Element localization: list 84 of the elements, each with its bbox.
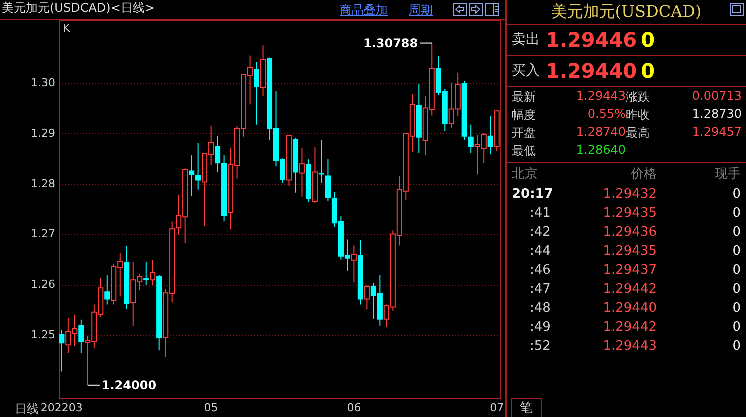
text: :42 [529,225,552,240]
text: 昨收 [626,107,651,124]
text: 1.29442 [602,320,657,335]
text: 1.29457 [691,125,742,141]
candlestick [254,62,260,126]
candlestick [364,284,370,310]
text: 开盘 [512,125,537,142]
text: 1.29436 [602,225,657,240]
text: 1.29437 [602,263,657,278]
annotation: 1.24000 [102,378,157,392]
text: 周期 [409,2,433,19]
candlestick [144,261,150,286]
text: 1.29443 [602,339,657,354]
y-tick-label: 1.28 [31,177,56,190]
text: 0 [732,320,741,335]
candlestick [150,260,156,286]
text: 最高 [626,125,651,142]
text: 0.00713 [691,89,742,105]
text: 现手 [714,166,741,183]
candlestick [325,158,331,202]
x-tick-label: 05 [204,402,218,414]
text: 20:17 [512,187,554,202]
text: 价格 [630,166,657,183]
text: :52 [529,339,552,354]
text: 日线 [15,402,39,416]
y-tick-label: 1.26 [31,278,56,292]
candlestick [468,124,474,154]
text: :48 [529,301,552,316]
text: 商品叠加 [340,2,388,19]
candlestick [78,319,84,354]
candlestick [189,155,195,197]
text: :47 [529,282,552,297]
text: 0 [732,244,741,259]
text: 1.29443 [575,89,626,105]
y-tick-label: 1.25 [31,328,56,342]
text: 1.29435 [602,206,657,221]
candlestick [196,142,202,190]
text: 卖出 [512,31,540,49]
text: 1.28640 [575,143,626,159]
annotation: K [63,22,71,35]
text: 0.55% [586,107,626,123]
text: 1.29440 [602,301,657,316]
text: 1.28740 [575,125,626,141]
chart-title: 美元加元(USDCAD)<日线> [2,1,155,15]
y-tick-label: 1.27 [31,228,56,241]
text: :46 [529,263,552,278]
text: 0 [732,339,741,354]
y-tick-label: 1.29 [31,126,56,140]
text: 涨跌 [626,89,651,106]
text: 0 [641,59,656,83]
text: 0 [732,187,741,202]
text: 买入 [512,62,540,80]
text: 0 [732,263,741,278]
text: 美元加元(USDCAD) [507,0,746,25]
text: :41 [529,206,552,221]
annotation: 1.30788 [363,36,418,50]
text: :49 [529,320,552,335]
text: 0 [732,206,741,221]
text: 笔 [511,398,542,417]
text: 1.29432 [602,187,657,202]
text: 1.29446 [546,28,638,52]
text: 0 [732,282,741,297]
candlestick [351,245,357,284]
text: 最新 [512,89,537,106]
text: 幅度 [512,107,537,124]
text: 1.29435 [602,244,657,259]
text: 1.28730 [691,107,742,123]
candlestick [59,329,65,372]
text: 1.29442 [602,282,657,297]
candlestick [299,148,306,198]
text: 0 [641,28,656,52]
candlestick [488,116,494,156]
text: 最低 [512,143,537,160]
text: 北京 [512,166,539,183]
candlestick [318,139,324,184]
x-tick-label: 07 [490,402,504,414]
text: 1.29440 [546,59,638,83]
text: 0 [732,301,741,316]
candlestick [104,274,110,306]
text: :44 [529,244,552,259]
text: 0 [732,225,741,240]
y-tick-label: 1.30 [31,76,56,90]
x-tick-label: 06 [347,402,362,414]
x-tick-label: 202203 [40,402,83,414]
